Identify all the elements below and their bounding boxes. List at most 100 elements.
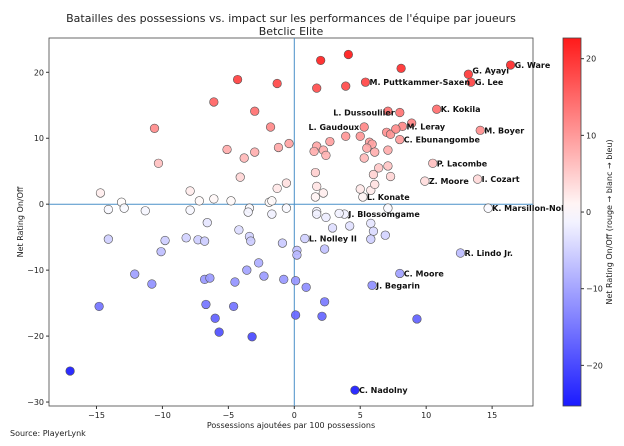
data-point [367,280,377,290]
data-point [309,146,319,157]
data-point [277,238,288,248]
data-point [318,188,328,198]
colorbar-tick-label: 0 [586,208,591,217]
data-point [321,212,331,222]
data-point [325,136,335,147]
data-point [239,153,249,163]
point-label: G. Ware [515,61,551,70]
plot-area: −15 −10 −5 0 5 10 15 20 10 0 −10 −20 −30 G. Ware G. Ay… [27,37,570,420]
data-point [343,49,353,60]
y-tick-label: −30 [27,398,44,407]
data-point [359,153,369,163]
data-point [210,313,220,323]
data-point [205,273,215,283]
y-tick-label: 20 [34,68,44,77]
x-tick-label: −5 [222,411,234,420]
point-label: L. Gaudoux [309,123,361,132]
x-axis-label: Possessions ajoutées par 100 possessions [207,420,375,430]
data-point [312,181,322,191]
data-point [234,225,244,235]
x-tick-label: 10 [421,411,431,420]
data-point [214,327,224,337]
data-point [350,385,360,395]
y-tick-label: 0 [39,200,44,209]
data-point [355,184,365,194]
data-point [272,183,282,193]
data-point [366,218,376,228]
data-point [194,196,204,206]
data-point [153,158,164,168]
data-point [383,161,393,171]
point-label: J. Begarin [375,281,420,290]
data-point [149,123,160,133]
point-label: C. Moore [404,269,445,278]
data-point [250,147,260,157]
data-point [395,107,405,118]
point-label: M. Leray [406,122,445,131]
x-tick-label: 5 [358,411,363,420]
data-point [300,233,310,244]
plot-frame [48,37,534,407]
data-point [292,250,302,260]
point-label: L. Konate [367,193,410,202]
data-point [321,150,331,160]
data-point [327,223,338,233]
y-tick-label: 10 [34,134,44,143]
point-label: M. Boyer [484,126,524,135]
data-point [273,142,284,153]
data-point [310,192,320,202]
point-label: I. Cozart [482,175,520,184]
data-point [209,194,219,204]
data-point [242,265,252,275]
data-point [432,104,442,114]
data-point [259,271,269,281]
data-point [466,77,476,87]
chart-subtitle: Betclic Elite [259,25,324,38]
data-point [185,205,195,215]
data-point [312,209,322,219]
data-point [246,236,256,246]
data-point [284,138,294,149]
data-point [383,145,393,155]
data-point [310,167,320,178]
data-point [279,274,289,284]
data-point [119,203,129,213]
data-point [147,279,157,289]
data-point [334,208,344,219]
data-point [185,186,195,196]
data-point [291,310,301,320]
data-point [281,178,291,188]
colorbar: 20 10 0 −10 −20 [562,37,603,407]
data-point [160,235,170,246]
point-label: K. Kokila [441,105,481,114]
data-point [368,226,379,236]
point-label: G. Lee [475,78,504,87]
chart-title: Batailles des possessions vs. impact sur… [66,12,516,25]
data-point [483,203,493,213]
data-point [95,188,106,198]
data-point [103,234,113,244]
data-point [130,269,140,279]
data-point [420,176,430,186]
data-point [395,134,405,145]
data-point [383,106,393,116]
colorbar-tick-label: 10 [586,131,596,140]
data-point [291,276,301,286]
data-point [362,143,372,153]
data-point [407,118,417,128]
data-point [267,209,277,219]
data-point [201,299,211,310]
data-point [455,248,466,258]
data-point [254,258,264,268]
point-label: J. Blossomgame [347,210,420,219]
y-tick-label: −20 [27,332,44,341]
data-point [243,207,253,217]
source-note: Source: PlayerLynk [10,429,86,438]
data-point [385,171,396,182]
data-point [366,234,376,244]
data-point [316,55,326,66]
data-point [209,97,219,107]
data-point [374,163,384,173]
data-point [281,203,291,213]
data-point [359,122,369,132]
